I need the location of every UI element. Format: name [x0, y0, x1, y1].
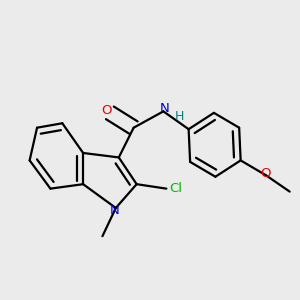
Text: Cl: Cl — [169, 182, 182, 195]
Text: O: O — [261, 167, 271, 180]
Text: N: N — [160, 102, 170, 115]
Text: O: O — [102, 104, 112, 117]
Text: H: H — [175, 110, 184, 123]
Text: N: N — [110, 204, 119, 218]
